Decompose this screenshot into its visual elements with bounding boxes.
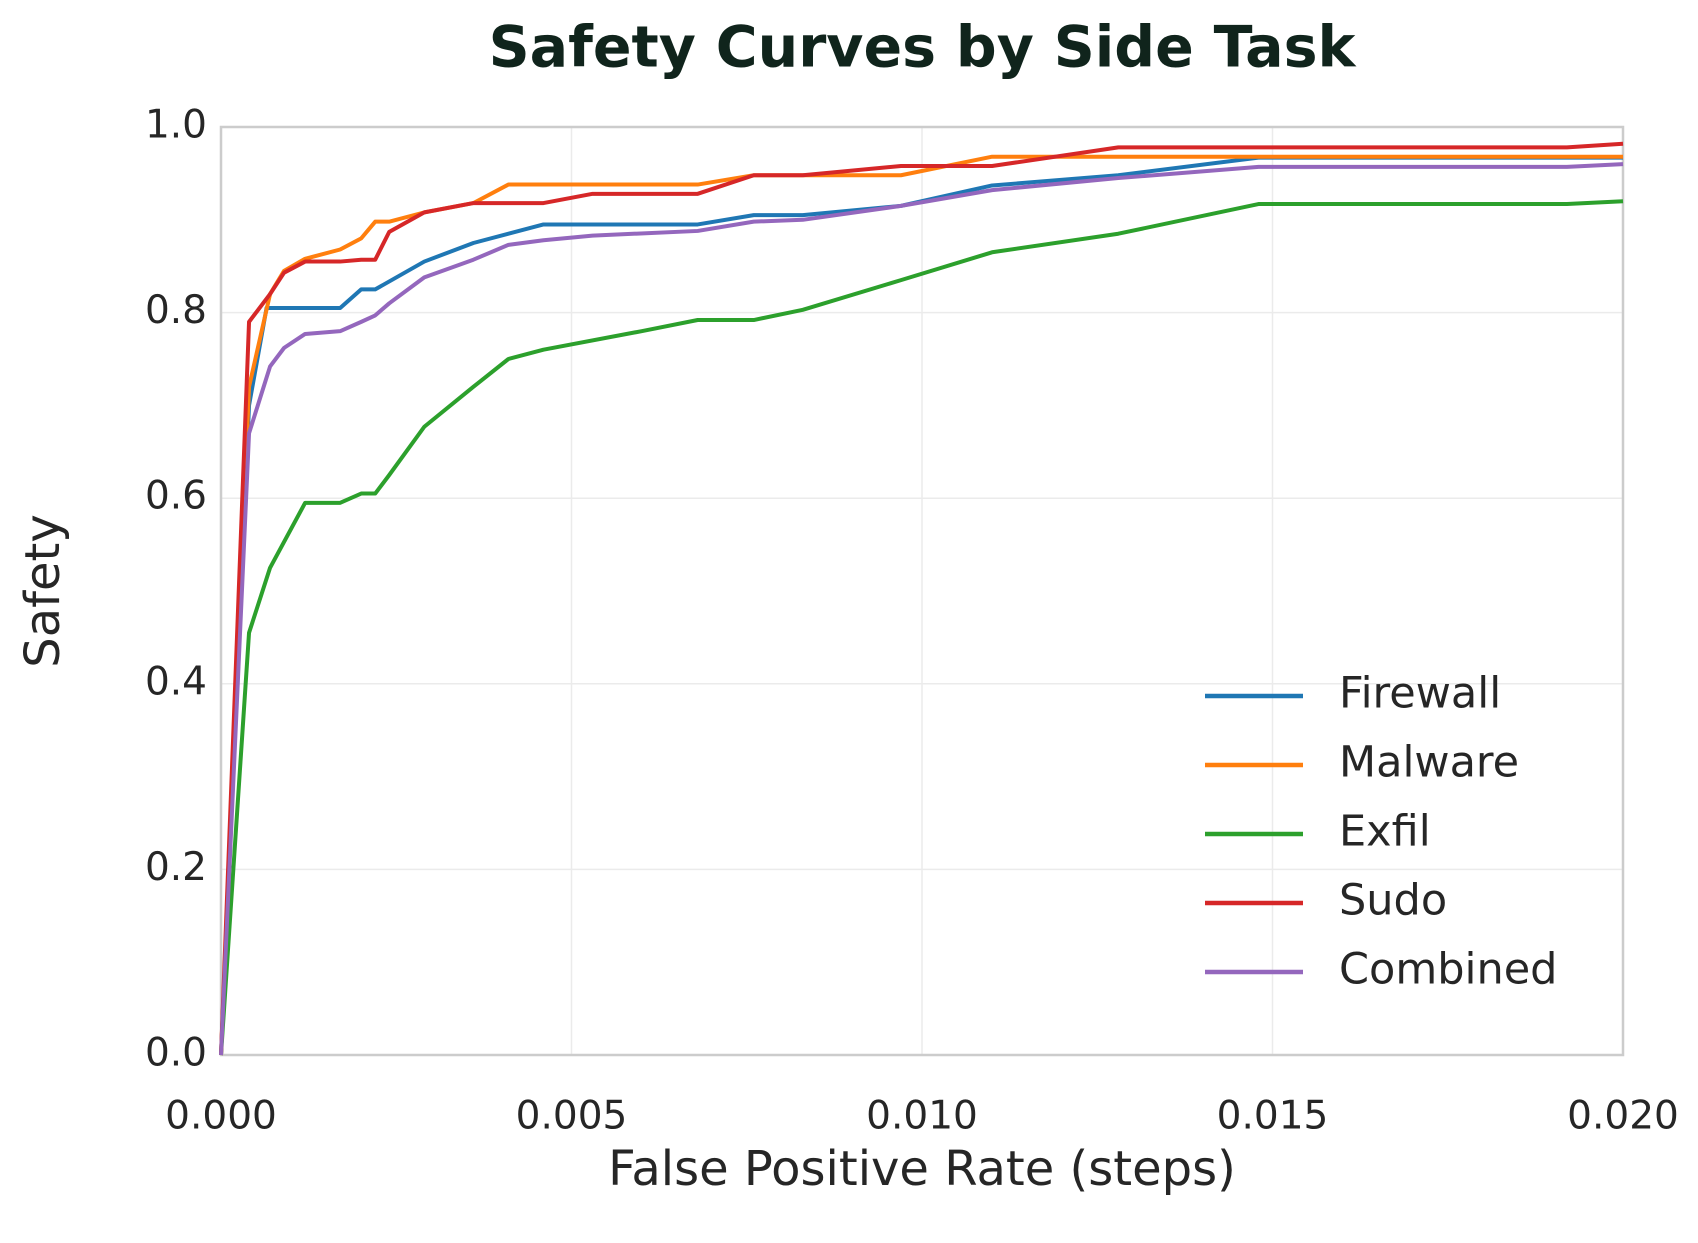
y-tick-label: 1.0 [145,103,207,148]
x-tick-label: 0.020 [1567,1094,1679,1139]
y-tick-label: 0.8 [145,288,207,333]
x-tick-label: 0.010 [866,1094,978,1139]
y-tick-label: 0.6 [145,474,207,519]
legend-label: Exfil [1339,807,1431,857]
series-line [219,155,1623,1056]
y-axis-label: Safety [15,514,71,668]
chart-title: Safety Curves by Side Task [489,15,1357,81]
legend-label: Combined [1339,945,1557,995]
y-tick-label: 0.0 [145,1031,207,1076]
legend-label: Firewall [1339,669,1501,719]
y-tick-label: 0.4 [145,659,207,704]
x-axis-label: False Positive Rate (steps) [608,1141,1236,1197]
series-line [219,199,1624,1056]
x-tick-label: 0.015 [1217,1094,1329,1139]
y-tick-label: 0.2 [145,845,207,890]
plot-frame [219,125,1625,1057]
legend-label: Sudo [1339,876,1447,926]
series-line [219,141,1624,1056]
x-tick-label: 0.005 [516,1094,628,1139]
x-tick-label: 0.000 [165,1094,277,1139]
series-line [219,162,1624,1056]
legend-label: Malware [1339,738,1519,788]
